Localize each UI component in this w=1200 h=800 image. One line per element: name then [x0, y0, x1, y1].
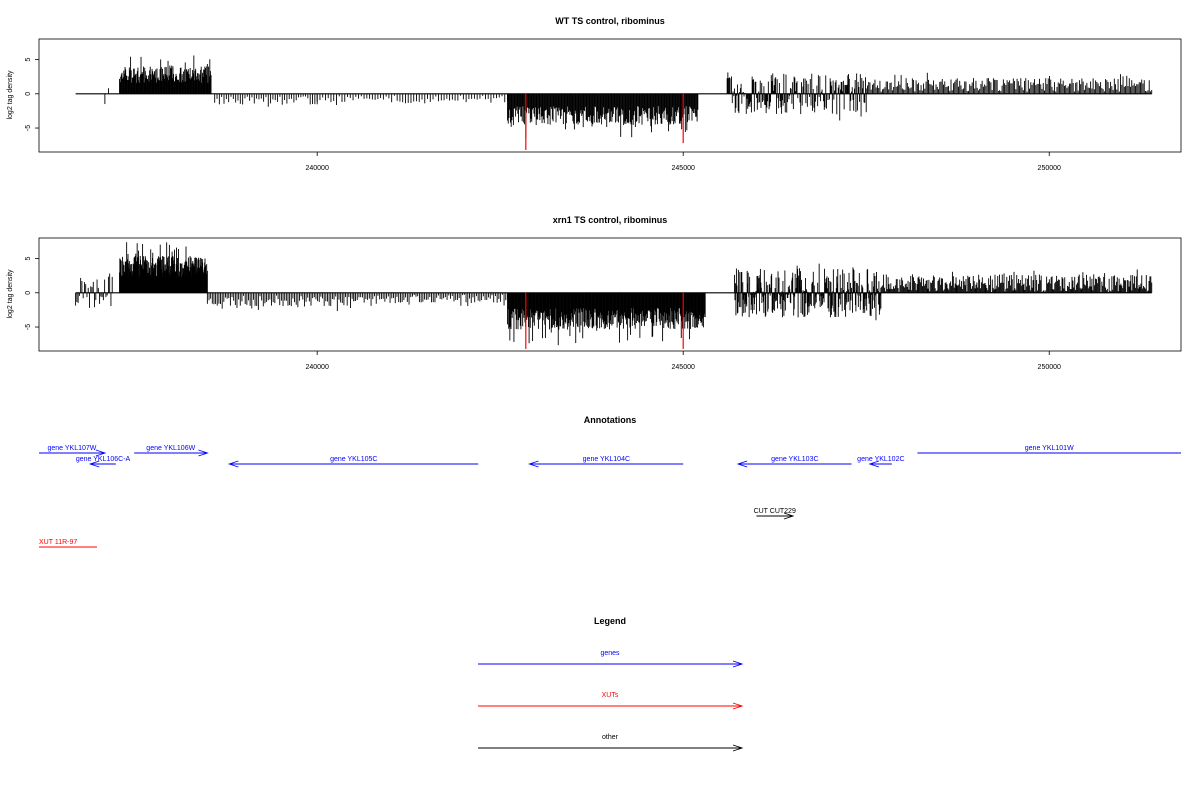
gene-label: gene YKL102C: [857, 456, 904, 463]
gene-feature: gene YKL106C-A: [76, 456, 131, 468]
arrowhead: [88, 460, 100, 468]
legend-item-other: other: [478, 734, 744, 752]
gene-feature: gene YKL105C: [227, 456, 479, 468]
cut-feature: CUT CUT229: [754, 508, 796, 520]
x-tick-label: 240000: [305, 364, 328, 371]
cut-label: CUT CUT229: [754, 508, 796, 515]
xut-label: XUT 11R-97: [39, 539, 77, 546]
gene-feature: gene YKL104C: [528, 456, 684, 468]
arrowhead: [783, 512, 795, 520]
arrowhead: [227, 460, 239, 468]
legend-item-genes: genes: [478, 650, 744, 668]
legend-label: XUTs: [602, 692, 619, 699]
x-tick-label: 250000: [1038, 364, 1061, 371]
gene-feature: gene YKL101W: [917, 445, 1181, 454]
xrn1-panel-title: xrn1 TS control, ribominus: [553, 215, 668, 225]
x-tick-label: 245000: [672, 165, 695, 172]
gene-feature: gene YKL106W: [134, 445, 209, 457]
gene-feature: gene YKL103C: [736, 456, 852, 468]
y-tick-label: -5: [25, 324, 32, 330]
xut-feature: XUT 11R-97: [39, 539, 97, 548]
gene-label: gene YKL105C: [330, 456, 377, 463]
gene-feature: gene YKL102C: [857, 456, 905, 468]
arrowhead: [198, 449, 209, 457]
y-tick-label: -5: [25, 125, 32, 131]
wt-coverage-panel: WT TS control, ribominus log2 tag densit…: [7, 16, 1182, 172]
xrn1-plot-frame: [38, 237, 1182, 352]
arrowhead: [868, 460, 880, 468]
arrowhead: [95, 449, 107, 457]
wt-bars: [75, 55, 1153, 150]
arrowhead: [732, 702, 744, 710]
wt-plot-frame: [38, 38, 1182, 153]
wt-panel-title: WT TS control, ribominus: [555, 16, 665, 26]
xrn1-bars: [75, 242, 1153, 349]
arrowhead: [732, 744, 744, 752]
x-tick-label: 250000: [1038, 165, 1061, 172]
xrn1-coverage-panel: xrn1 TS control, ribominus log2 tag dens…: [7, 215, 1182, 371]
y-tick-label: 0: [25, 291, 32, 295]
x-tick-label: 240000: [305, 165, 328, 172]
x-tick-label: 245000: [672, 364, 695, 371]
annotations-title: Annotations: [584, 415, 637, 425]
gene-label: gene YKL107W: [47, 445, 96, 452]
gene-label: gene YKL106C-A: [76, 456, 131, 463]
xrn1-y-axis-label: log2 tag density: [7, 269, 14, 319]
wt-axes: -5 0 5 240000 245000 250000: [25, 57, 1061, 172]
legend-label: genes: [600, 650, 620, 657]
y-tick-label: 0: [25, 92, 32, 96]
arrowhead: [732, 660, 744, 668]
y-tick-label: 5: [25, 256, 32, 260]
gene-label: gene YKL106W: [146, 445, 195, 452]
gene-label: gene YKL101W: [1025, 445, 1074, 452]
y-tick-label: 5: [25, 57, 32, 61]
arrowhead: [736, 460, 748, 468]
legend: Legend genes XUTs other: [478, 616, 744, 752]
legend-item-xuts: XUTs: [478, 692, 744, 710]
arrowhead: [528, 460, 539, 468]
gene-feature: gene YKL107W: [39, 445, 107, 457]
legend-label: other: [602, 734, 619, 741]
wt-y-axis-label: log2 tag density: [7, 70, 14, 120]
annotation-features: gene YKL107W gene YKL106C-A gene YKL106W ge…: [39, 445, 1181, 548]
legend-title: Legend: [594, 616, 626, 626]
gene-label: gene YKL104C: [583, 456, 630, 463]
legend-items: genes XUTs other: [478, 650, 744, 752]
gene-label: gene YKL103C: [771, 456, 818, 463]
xrn1-axes: -5 0 5 240000 245000 250000: [25, 256, 1061, 371]
